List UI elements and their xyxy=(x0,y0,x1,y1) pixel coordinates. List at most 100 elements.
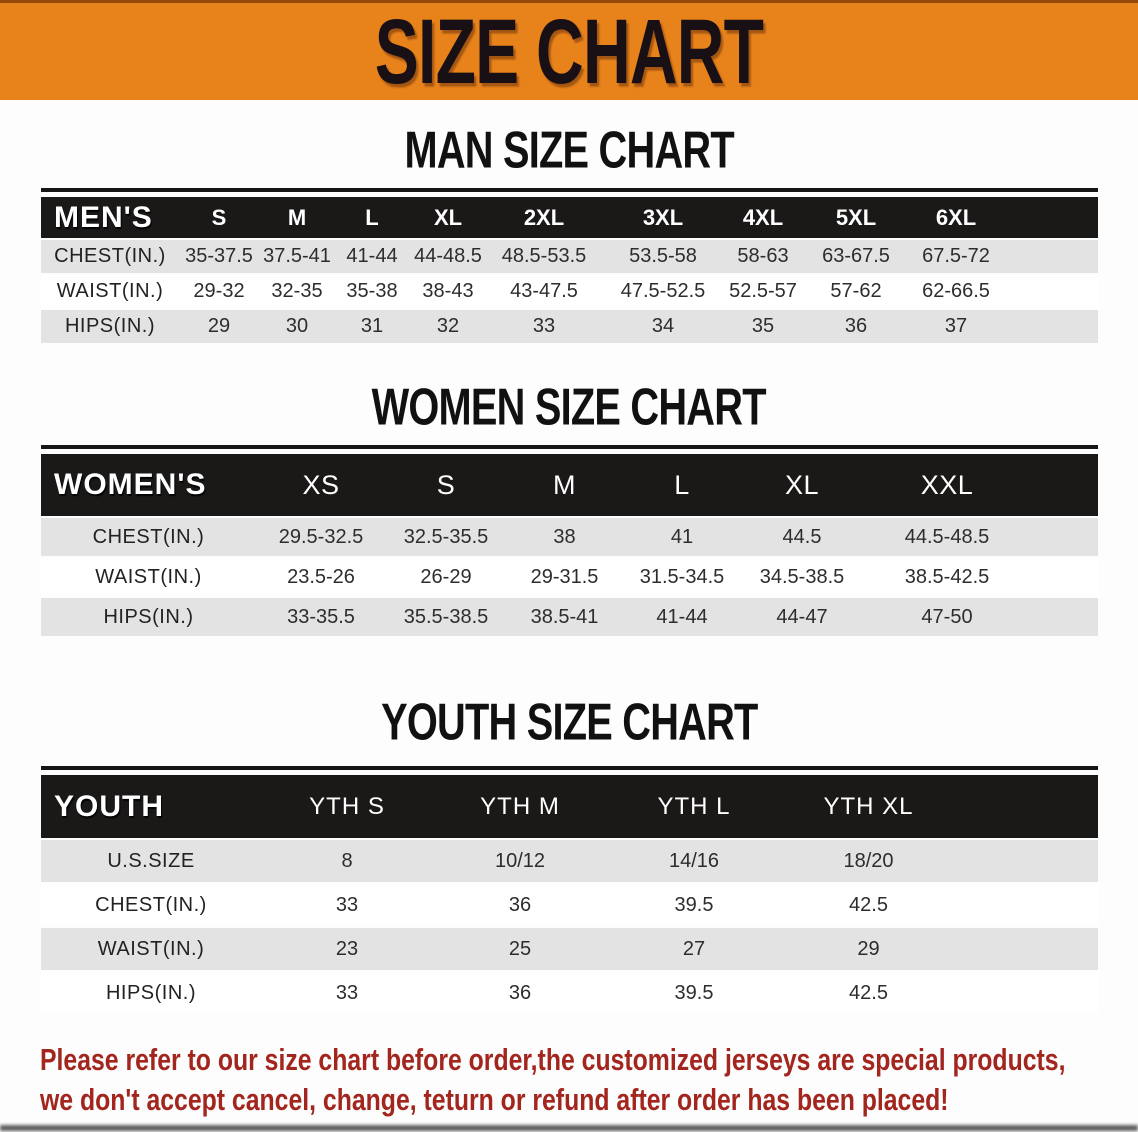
cell-value: 41-44 xyxy=(346,245,398,267)
cell-value: 29 xyxy=(207,315,231,337)
size-column-header: M xyxy=(287,204,307,230)
cell-value: 25 xyxy=(508,937,532,960)
cell-value: 35-38 xyxy=(346,280,398,302)
table-top-border xyxy=(41,188,1098,192)
title-banner: SIZE CHART xyxy=(0,0,1138,100)
size-column-header: L xyxy=(674,469,690,500)
cell-value: 32 xyxy=(436,315,460,337)
cell-value: 39.5 xyxy=(674,893,714,916)
size-column-header: 3XL xyxy=(642,204,684,230)
women-size-table: WOMEN'S XS S M L XL XXL CHEST(IN.) 29.5-32.5 32.5… xyxy=(41,445,1098,636)
disclaimer-line-1: Please refer to our size chart before or… xyxy=(40,1042,1066,1077)
cell-value: 67.5-72 xyxy=(922,245,990,267)
cell-value: 30 xyxy=(285,315,309,337)
cell-value: 41 xyxy=(670,525,694,548)
row-label: WAIST(IN.) xyxy=(97,937,205,960)
cell-value: 27 xyxy=(682,937,706,960)
women-section-heading: WOMEN SIZE CHART xyxy=(0,377,1138,436)
row-label: U.S.SIZE xyxy=(107,849,195,872)
size-column-header: XL xyxy=(433,204,463,230)
cell-value: 33 xyxy=(335,893,359,916)
size-column-header: XXL xyxy=(920,469,974,500)
cell-value: 52.5-57 xyxy=(729,280,797,302)
women-section-heading-text: WOMEN SIZE CHART xyxy=(371,377,767,436)
size-column-header: S xyxy=(211,204,227,230)
cell-value: 14/16 xyxy=(668,849,720,872)
cell-value: 36 xyxy=(508,981,532,1004)
table-corner-label: YOUTH xyxy=(54,789,164,823)
cell-value: 34.5-38.5 xyxy=(759,565,845,588)
size-column-header: XL xyxy=(784,469,820,500)
row-label: HIPS(IN.) xyxy=(64,315,156,337)
table-row: WAIST(IN.) 29-32 32-35 35-38 38-43 43-47.5 47.… xyxy=(41,275,1098,308)
row-label: CHEST(IN.) xyxy=(92,525,205,548)
bottom-edge-line xyxy=(0,1125,1138,1131)
cell-value: 29 xyxy=(857,937,880,960)
table-row: CHEST(IN.) 33 36 39.5 42.5 xyxy=(41,884,1098,926)
cell-value: 58-63 xyxy=(737,245,789,267)
cell-value: 63-67.5 xyxy=(822,245,890,267)
table-header-band: WOMEN'S XS S M L XL XXL xyxy=(41,454,1098,516)
cell-value: 36 xyxy=(508,893,532,916)
size-column-header: 6XL xyxy=(935,204,977,230)
size-column-header: M xyxy=(553,469,576,500)
table-header-band: YOUTH YTH S YTH M YTH L YTH XL xyxy=(41,775,1098,838)
table-row: HIPS(IN.) 33 36 39.5 42.5 xyxy=(41,972,1098,1014)
cell-value: 36 xyxy=(844,315,868,337)
men-section-heading-text: MAN SIZE CHART xyxy=(404,120,734,179)
size-column-header: YTH S xyxy=(309,792,385,820)
cell-value: 38-43 xyxy=(422,280,474,302)
men-section-heading: MAN SIZE CHART xyxy=(0,120,1138,179)
size-column-header: 2XL xyxy=(523,204,565,230)
cell-value: 32.5-35.5 xyxy=(403,525,489,548)
youth-section-heading: YOUTH SIZE CHART xyxy=(0,692,1138,751)
cell-value: 37 xyxy=(944,315,968,337)
youth-size-table: YOUTH YTH S YTH M YTH L YTH XL U.S.SIZE 8 10/12… xyxy=(41,766,1098,1014)
table-row: CHEST(IN.) 35-37.5 37.5-41 41-44 44-48.5 48.5… xyxy=(41,240,1098,273)
cell-value: 47-50 xyxy=(921,605,973,628)
order-disclaimer: Please refer to our size chart before or… xyxy=(40,1040,1138,1120)
size-column-header: YTH M xyxy=(480,792,560,820)
size-column-header: 4XL xyxy=(742,204,784,230)
cell-value: 33-35.5 xyxy=(287,605,355,628)
men-size-table: MEN'S S M L XL 2XL 3XL 4XL 5XL 6XL CHEST(IN.) 35-37… xyxy=(41,188,1098,343)
table-row: HIPS(IN.) 29 30 31 32 33 34 35 36 37 xyxy=(41,310,1098,343)
table-corner-label: WOMEN'S xyxy=(54,468,207,501)
cell-value: 38.5-41 xyxy=(530,605,599,628)
table-corner-label: MEN'S xyxy=(54,200,153,234)
cell-value: 62-66.5 xyxy=(922,280,990,302)
cell-value: 35 xyxy=(751,315,775,337)
cell-value: 44.5 xyxy=(782,525,822,548)
youth-section-heading-text: YOUTH SIZE CHART xyxy=(380,692,758,751)
cell-value: 33 xyxy=(335,981,359,1004)
cell-value: 53.5-58 xyxy=(629,245,697,267)
size-column-header: S xyxy=(436,469,456,500)
cell-value: 44-47 xyxy=(776,605,828,628)
size-column-header: 5XL xyxy=(835,204,877,230)
row-label: WAIST(IN.) xyxy=(95,565,202,588)
cell-value: 41-44 xyxy=(656,605,708,628)
cell-value: 29.5-32.5 xyxy=(278,525,364,548)
table-row: U.S.SIZE 8 10/12 14/16 18/20 xyxy=(41,840,1098,882)
cell-value: 29-32 xyxy=(193,280,245,302)
disclaimer-line-2: we don't accept cancel, change, teturn o… xyxy=(40,1082,949,1117)
cell-value: 18/20 xyxy=(843,849,894,872)
cell-value: 35.5-38.5 xyxy=(403,605,489,628)
cell-value: 31 xyxy=(360,315,384,337)
men-size-section: MAN SIZE CHART MEN'S S M L XL 2XL 3XL 4XL 5XL 6XL… xyxy=(0,120,1138,343)
size-column-header: L xyxy=(365,204,379,230)
cell-value: 31.5-34.5 xyxy=(639,565,725,588)
cell-value: 29-31.5 xyxy=(530,565,599,588)
size-column-header: XS xyxy=(302,469,340,500)
row-label: CHEST(IN.) xyxy=(95,893,207,916)
table-top-border xyxy=(41,766,1098,770)
row-label: HIPS(IN.) xyxy=(103,605,194,628)
cell-value: 8 xyxy=(341,849,353,872)
cell-value: 42.5 xyxy=(849,981,888,1004)
cell-value: 48.5-53.5 xyxy=(501,245,587,267)
cell-value: 38.5-42.5 xyxy=(904,565,990,588)
cell-value: 39.5 xyxy=(674,981,714,1004)
cell-value: 34 xyxy=(651,315,675,337)
cell-value: 35-37.5 xyxy=(185,245,253,267)
